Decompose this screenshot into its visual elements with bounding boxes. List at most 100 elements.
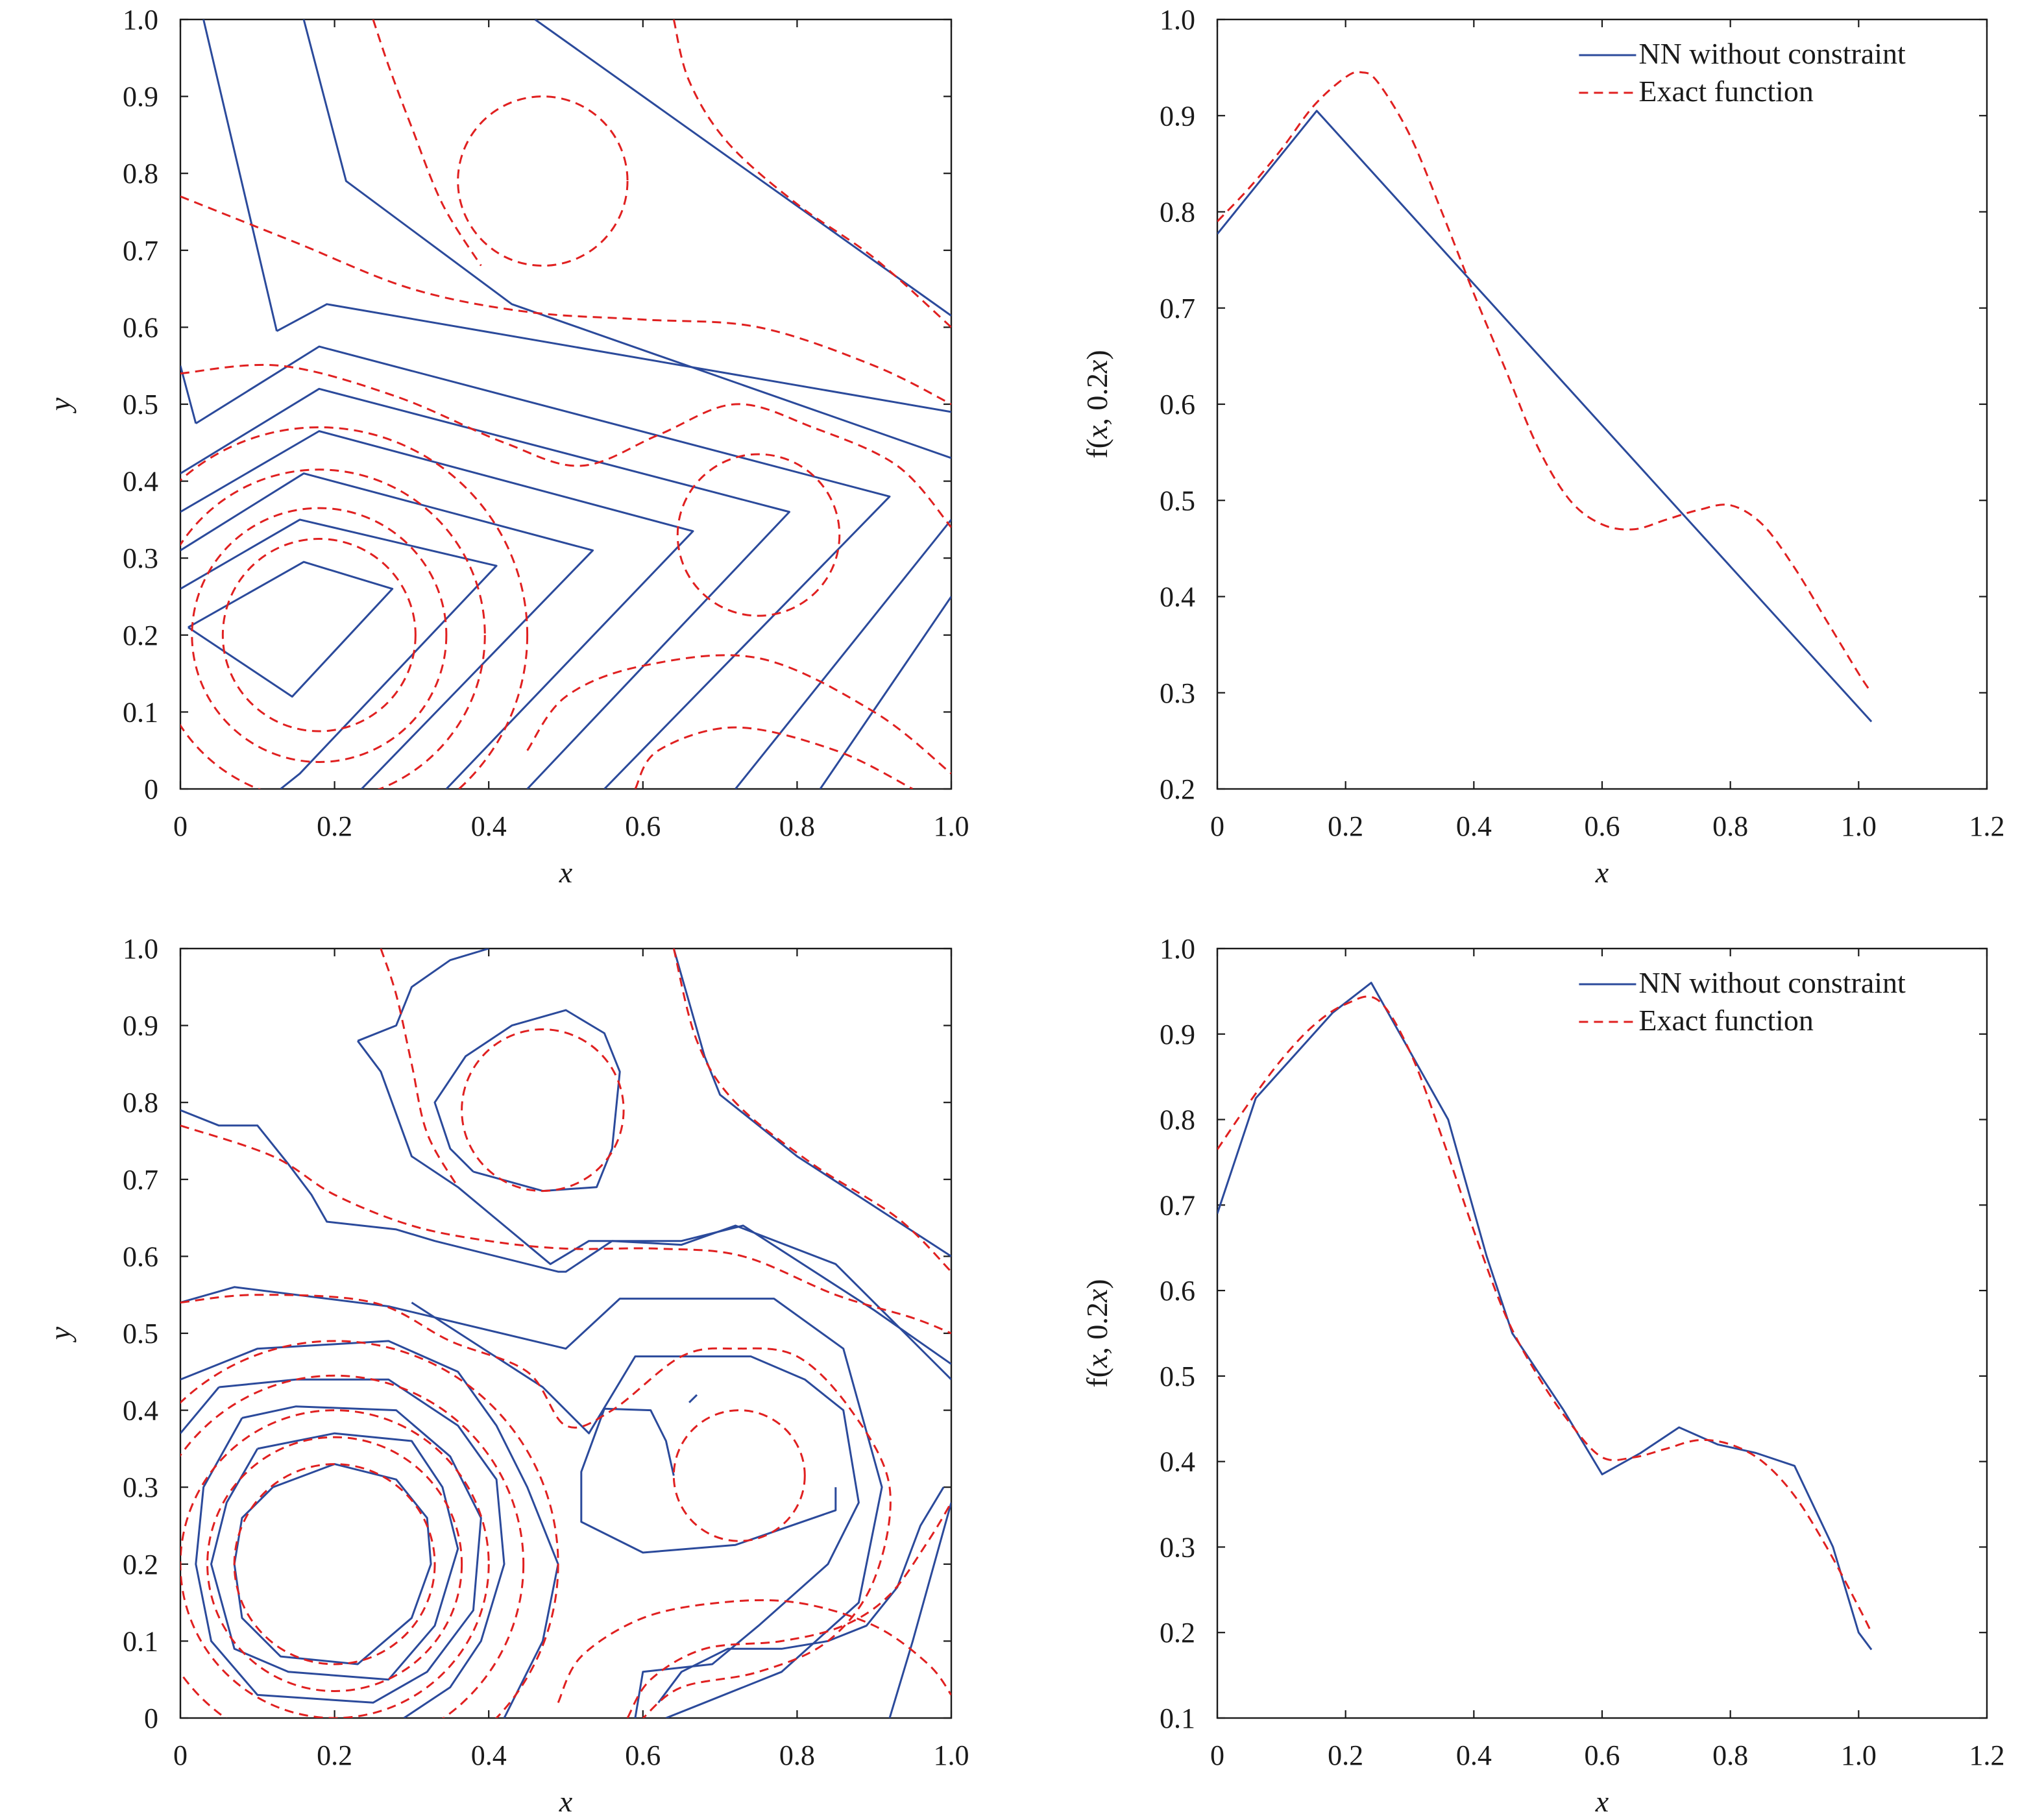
slice-top-ytick-label: 0.3 [1160,677,1195,709]
contour-bottom-ytick-label: 0 [144,1702,158,1734]
slice-top-ylabel-part: , 0.2 [1080,373,1113,426]
slice-bottom-ytick-label: 0.9 [1160,1019,1195,1050]
contour-bottom-exact-contour [672,949,951,1273]
contour-bottom-ytick-label: 0.7 [123,1164,158,1196]
contour-bottom-exact-contour [233,1463,436,1665]
contour-bottom-ytick-label: 0.9 [123,1010,158,1042]
contour-top-frame [179,18,953,790]
contour-top-exact-contour [672,19,951,328]
contour-top-exact-contour [191,507,448,763]
contour-top-ytick-label: 0.8 [123,158,158,189]
contour-top-xtick-label: 1.0 [934,810,969,842]
contour-bottom-nn-contour [180,1286,883,1718]
contour-bottom-xtick-label: 0 [173,1739,188,1771]
contour-top-xlabel: x [559,856,573,889]
slice-top-series-exact [1217,71,1873,694]
contour-bottom-exact-contour [206,1436,463,1692]
contour-bottom-ytick-label: 0.8 [123,1087,158,1119]
slice-bottom-ylabel-part: ) [1080,1279,1113,1289]
contour-top-panel: 0 0.2 0.4 0.6 0.8 1.0 0 0.1 0.2 0.3 0.4 0.5 0.6 0.7 0.… [43,4,969,889]
slice-bottom-frame [1216,947,1988,1719]
slice-top-series-nn [1217,110,1873,723]
slice-bottom-xtick-label: 0.4 [1456,1739,1492,1771]
slice-top-ytick-label: 0.8 [1160,197,1195,228]
contour-top-nn-contour [302,19,951,459]
slice-top-ylabel: f(x, 0.2x) [1080,350,1113,458]
slice-bottom-ytick-label: 0.7 [1160,1189,1195,1221]
slice-bottom-xtick-label: 0.2 [1328,1739,1363,1771]
contour-bottom-ytick-label: 0.3 [123,1471,158,1503]
slice-bottom-xtick-label: 0 [1210,1739,1224,1771]
contour-bottom-ytick-label: 0.2 [123,1549,158,1580]
slice-top-xtick-label: 0 [1210,810,1224,842]
slice-bottom-legend: NN without constraint Exact function [1579,966,1906,1037]
slice-top-ytick-label: 0.6 [1160,389,1195,420]
contour-bottom-ytick-label: 0.6 [123,1241,158,1272]
slice-bottom-legend-label: NN without constraint [1638,966,1906,999]
contour-top-xtick-label: 0.6 [625,810,661,842]
slice-top-legend: NN without constraint Exact function [1579,37,1906,108]
slice-bottom-xtick-label: 0.6 [1585,1739,1620,1771]
contour-top-exact-contour [372,19,482,267]
contour-bottom-exact-contour [180,1409,490,1718]
slice-top-ylabel-part: x [1080,425,1113,439]
contour-bottom-panel: 0 0.2 0.4 0.6 0.8 1.0 0 0.1 0.2 0.3 0.4 0.5 0.6 0.7 0.… [43,933,969,1816]
contour-top-exact-contour [180,426,529,789]
contour-top-ytick-label: 0.6 [123,311,158,343]
contour-bottom-xtick-label: 0.2 [317,1739,352,1771]
contour-top-nn-contour [180,472,594,789]
slice-bottom-xtick-label: 1.2 [1969,1739,2005,1771]
contour-top-ytick-label: 0 [144,773,158,805]
contour-top-nn-contour [735,518,951,789]
slice-top-xtick-label: 1.2 [1969,810,2005,842]
slice-bottom-ytick-label: 0.1 [1160,1702,1195,1734]
contour-bottom-xtick-label: 0.6 [625,1739,661,1771]
contour-bottom-nn-contour [357,949,489,1042]
contour-top-nn-contour [180,518,498,789]
slice-bottom-xtick-label: 0.8 [1712,1739,1748,1771]
slice-bottom-ylabel-part: , 0.2 [1080,1302,1113,1355]
contour-bottom-nn-contour [219,1378,505,1718]
contour-bottom-nn-contour [888,1502,951,1718]
contour-top-exact-contour [526,654,951,775]
contour-top-nn-contour [534,19,951,317]
contour-bottom-nn-contour [180,1109,951,1381]
contour-top-nn-contour [188,561,394,698]
slice-top-ylabel-part: x [1080,359,1113,374]
contour-bottom-nn-contour [357,1040,951,1365]
contour-top-ytick-label: 0.7 [123,235,158,267]
contour-bottom-ytick-label: 0.4 [123,1395,158,1427]
slice-bottom-ytick-label: 1.0 [1160,933,1195,965]
contour-bottom-nn-contour [180,1386,220,1435]
slice-bottom-ytick-label: 0.5 [1160,1361,1195,1392]
slice-top-ytick-label: 0.7 [1160,293,1195,324]
contour-top-exact-contour [180,363,951,528]
slice-top-ytick-label: 1.0 [1160,4,1195,36]
contour-top-ytick-label: 0.3 [123,542,158,574]
contour-bottom-ytick-label: 0.5 [123,1318,158,1350]
contour-bottom-nn-contour [195,1405,482,1704]
contour-top-ytick-label: 0.1 [123,696,158,728]
contour-bottom-nn-contour [433,1009,621,1193]
contour-top-ytick-label: 1.0 [123,4,158,36]
contour-bottom-ylabel-part: y [43,1326,77,1342]
contour-bottom-exact-contour [180,1340,559,1718]
contour-top-ytick-label: 0.9 [123,81,158,113]
slice-bottom-ylabel-part: x [1080,1354,1113,1368]
slice-bottom-plot-area [1217,982,1873,1651]
contour-top-nn-contour [202,19,278,332]
slice-bottom-panel: 0 0.2 0.4 0.6 0.8 1.0 1.2 0.1 0.2 0.3 0.4 0.5 0.6 0.7… [1080,933,2005,1816]
contour-bottom-nn-contour [233,1463,432,1665]
contour-top-exact-contour [221,538,417,732]
contour-bottom-nn-contour [210,1432,459,1681]
contour-top-ytick-label: 0.5 [123,389,158,420]
contour-top-nn-contour [819,596,951,789]
slice-top-xtick-label: 0.4 [1456,810,1492,842]
slice-bottom-ytick-label: 0.8 [1160,1104,1195,1136]
contour-bottom-xtick-label: 1.0 [934,1739,969,1771]
slice-bottom-legend-label: Exact function [1638,1004,1814,1037]
contour-top-xtick-label: 0.4 [471,810,507,842]
contour-bottom-ylabel: y [43,1326,77,1342]
contour-top-nn-contour [180,387,790,789]
contour-top-xtick-label: 0.8 [779,810,815,842]
